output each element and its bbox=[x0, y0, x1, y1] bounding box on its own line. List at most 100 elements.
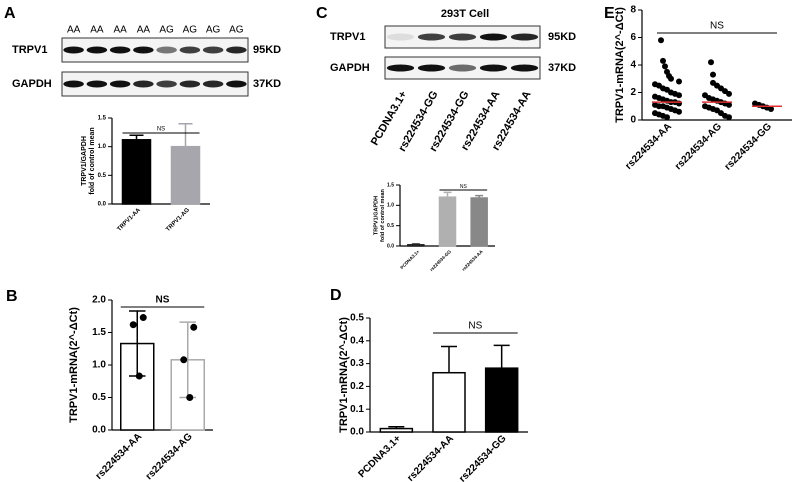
panel-letter: B bbox=[6, 288, 18, 305]
data-point bbox=[139, 314, 147, 322]
bar bbox=[379, 427, 414, 433]
y-tick-label: 0.0 bbox=[98, 202, 107, 208]
data-point bbox=[135, 372, 143, 380]
y-tick-label: 4 bbox=[630, 60, 636, 71]
data-point bbox=[668, 75, 674, 82]
y-tick-label: 1.5 bbox=[92, 327, 106, 338]
x-tick-label: PCDNA3.1+ bbox=[356, 433, 403, 480]
bar bbox=[432, 371, 466, 433]
blot-band bbox=[510, 64, 539, 72]
y-tick-label: 0.2 bbox=[350, 381, 364, 392]
error-bar bbox=[178, 122, 193, 147]
x-tick-label: rs224534-AA bbox=[405, 433, 456, 482]
blot-band bbox=[86, 80, 108, 88]
error-bar bbox=[475, 194, 484, 199]
bar bbox=[407, 244, 425, 247]
x-tick-label: TRPV1-AA bbox=[117, 207, 143, 233]
blot-band bbox=[417, 64, 446, 72]
data-point bbox=[710, 71, 716, 78]
data-point bbox=[129, 321, 137, 329]
y-tick-label: 0 bbox=[630, 115, 636, 126]
blot-band bbox=[479, 64, 508, 72]
bar bbox=[121, 139, 152, 205]
error-bar bbox=[443, 191, 452, 198]
error-bar bbox=[493, 344, 510, 369]
lane-label: AA bbox=[67, 25, 81, 36]
lane-label: AG bbox=[206, 25, 221, 36]
data-point bbox=[658, 37, 664, 44]
y-tick-label: 0.4 bbox=[350, 335, 364, 346]
y-tick-label: 2 bbox=[630, 87, 636, 98]
blot-band bbox=[63, 46, 84, 54]
y-tick-label: 0.3 bbox=[350, 358, 364, 369]
data-point bbox=[186, 394, 194, 401]
y-tick-label: 6 bbox=[630, 32, 636, 43]
blot-band bbox=[226, 80, 247, 88]
data-point bbox=[664, 114, 670, 121]
blot-band bbox=[226, 46, 247, 54]
x-tick-label: rs224534-AG bbox=[673, 121, 724, 172]
x-tick-label: rs224534-AA bbox=[94, 431, 145, 482]
y-tick-label: 1.5 bbox=[387, 182, 394, 188]
y-tick-label: 1.0 bbox=[387, 203, 394, 209]
blot-band bbox=[179, 80, 201, 88]
blot-band bbox=[109, 80, 131, 88]
x-tick-label: PCDNA3.1+ bbox=[399, 249, 420, 270]
lane-label: AA bbox=[113, 25, 127, 36]
y-axis-label: fold of control mean bbox=[89, 127, 96, 194]
y-tick-label: 0.5 bbox=[387, 223, 394, 229]
size-label: 37KD bbox=[548, 62, 576, 74]
annotation: NS bbox=[468, 321, 482, 332]
panel-letter: E bbox=[604, 5, 615, 22]
data-point bbox=[676, 92, 682, 99]
data-point bbox=[726, 101, 732, 108]
error-bar bbox=[129, 134, 144, 140]
panel-letter: C bbox=[316, 5, 328, 22]
y-tick-label: 2.0 bbox=[92, 295, 106, 306]
error-bar bbox=[411, 243, 420, 245]
y-tick-label: 0.0 bbox=[387, 243, 394, 249]
bar bbox=[170, 145, 201, 205]
bar bbox=[438, 196, 457, 247]
blot-band bbox=[479, 33, 508, 41]
error-bar bbox=[441, 345, 457, 373]
blot-band bbox=[202, 80, 224, 88]
blot-band bbox=[133, 46, 154, 54]
panel-letter: A bbox=[4, 5, 16, 22]
y-tick-label: 8 bbox=[630, 5, 636, 16]
data-point bbox=[768, 106, 774, 112]
bar bbox=[470, 197, 488, 247]
size-label: 37KD bbox=[253, 78, 281, 90]
x-tick-label: rs224534-AG bbox=[144, 431, 195, 482]
annotation: NS bbox=[157, 126, 165, 132]
y-axis-label: TRPV1-mRNA(2^-ΔCt) bbox=[68, 307, 80, 423]
y-axis-label: fold of control mean bbox=[380, 188, 386, 242]
annotation: NS bbox=[710, 21, 724, 32]
x-tick-label: rs224534-GG bbox=[429, 249, 453, 273]
protein-label: TRPV1 bbox=[12, 44, 47, 56]
blot-band bbox=[179, 46, 201, 54]
lane-label: AG bbox=[183, 25, 198, 36]
y-tick-label: 0.1 bbox=[350, 404, 364, 415]
size-label: 95KD bbox=[548, 31, 576, 43]
data-point bbox=[180, 356, 188, 364]
blot-band bbox=[417, 33, 446, 41]
annotation: NS bbox=[156, 295, 170, 306]
protein-label: GAPDH bbox=[12, 78, 52, 90]
annotation: NS bbox=[460, 184, 468, 190]
data-point bbox=[676, 108, 682, 115]
protein-label: TRPV1 bbox=[330, 31, 365, 43]
y-tick-label: 1.0 bbox=[92, 360, 106, 371]
data-point bbox=[726, 114, 732, 121]
lane-label: AA bbox=[137, 25, 151, 36]
data-point bbox=[676, 78, 682, 85]
blot-band bbox=[448, 33, 477, 41]
data-point bbox=[190, 323, 198, 331]
y-tick-label: 0.5 bbox=[98, 173, 107, 179]
data-point bbox=[726, 90, 732, 97]
y-axis-label: TRPV1-mRNA(2^-ΔCt) bbox=[614, 7, 626, 123]
x-tick-label: rs224534-AA bbox=[461, 248, 484, 271]
data-point bbox=[662, 63, 668, 70]
blot-band bbox=[109, 46, 131, 54]
